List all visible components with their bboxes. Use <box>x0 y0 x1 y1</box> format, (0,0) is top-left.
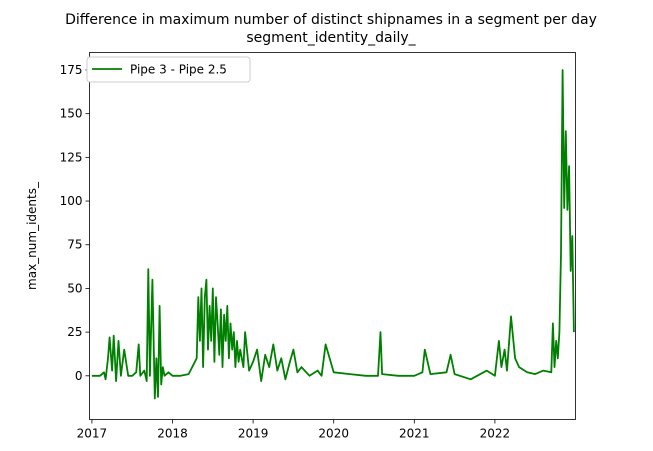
x-tick-label: 2020 <box>318 427 349 441</box>
x-tick-label: 2018 <box>157 427 188 441</box>
y-tick-label: 25 <box>67 325 82 339</box>
x-tick-label: 2021 <box>399 427 430 441</box>
legend: Pipe 3 - Pipe 2.5 <box>86 56 251 83</box>
chart-subtitle: segment_identity_daily_ <box>246 30 416 46</box>
y-tick-label: 175 <box>60 63 83 77</box>
legend-entry-label: Pipe 3 - Pipe 2.5 <box>130 63 227 77</box>
y-tick-label: 0 <box>75 369 83 383</box>
y-axis-ticks: 0 25 50 75 100 125 150 175 <box>60 63 90 383</box>
y-axis-label: max_num_idents_ <box>25 181 39 290</box>
y-tick-label: 50 <box>67 281 82 295</box>
series-line-0 <box>91 69 575 400</box>
chart-title: Difference in maximum number of distinct… <box>65 12 597 28</box>
x-tick-label: 2019 <box>238 427 269 441</box>
x-axis-ticks: 2017 2018 2019 2020 2021 2022 <box>77 419 511 441</box>
series-group <box>91 69 575 400</box>
y-tick-label: 75 <box>67 238 82 252</box>
y-tick-label: 100 <box>60 194 83 208</box>
plot-frame <box>89 52 576 420</box>
legend-box <box>86 56 251 83</box>
x-tick-label: 2017 <box>77 427 108 441</box>
x-tick-label: 2022 <box>480 427 511 441</box>
y-tick-label: 150 <box>60 107 83 121</box>
y-tick-label: 125 <box>60 150 83 164</box>
